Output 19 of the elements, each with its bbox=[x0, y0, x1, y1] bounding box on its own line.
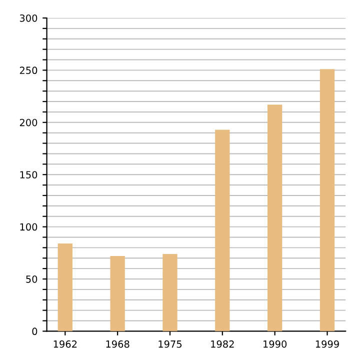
y-tick-label: 100 bbox=[20, 223, 38, 231]
y-tick-label: 200 bbox=[20, 118, 38, 126]
bar bbox=[110, 256, 125, 332]
y-tick-label: 0 bbox=[32, 328, 38, 336]
bar bbox=[162, 254, 178, 332]
bar bbox=[58, 244, 72, 332]
bar bbox=[320, 69, 335, 332]
y-tick-label: 300 bbox=[20, 14, 38, 22]
x-tick-label: 1982 bbox=[211, 340, 234, 348]
y-tick-label: 50 bbox=[26, 275, 38, 283]
x-tick-label: 1962 bbox=[54, 340, 77, 348]
y-tick-label: 250 bbox=[20, 66, 38, 74]
bar bbox=[267, 104, 282, 332]
y-tick-label: 150 bbox=[20, 171, 38, 178]
x-tick-label: 1999 bbox=[316, 340, 339, 348]
x-tick-label: 1968 bbox=[106, 340, 130, 348]
x-tick-label: 1975 bbox=[158, 340, 182, 348]
x-tick-label: 1990 bbox=[264, 340, 287, 348]
bar bbox=[215, 130, 230, 332]
